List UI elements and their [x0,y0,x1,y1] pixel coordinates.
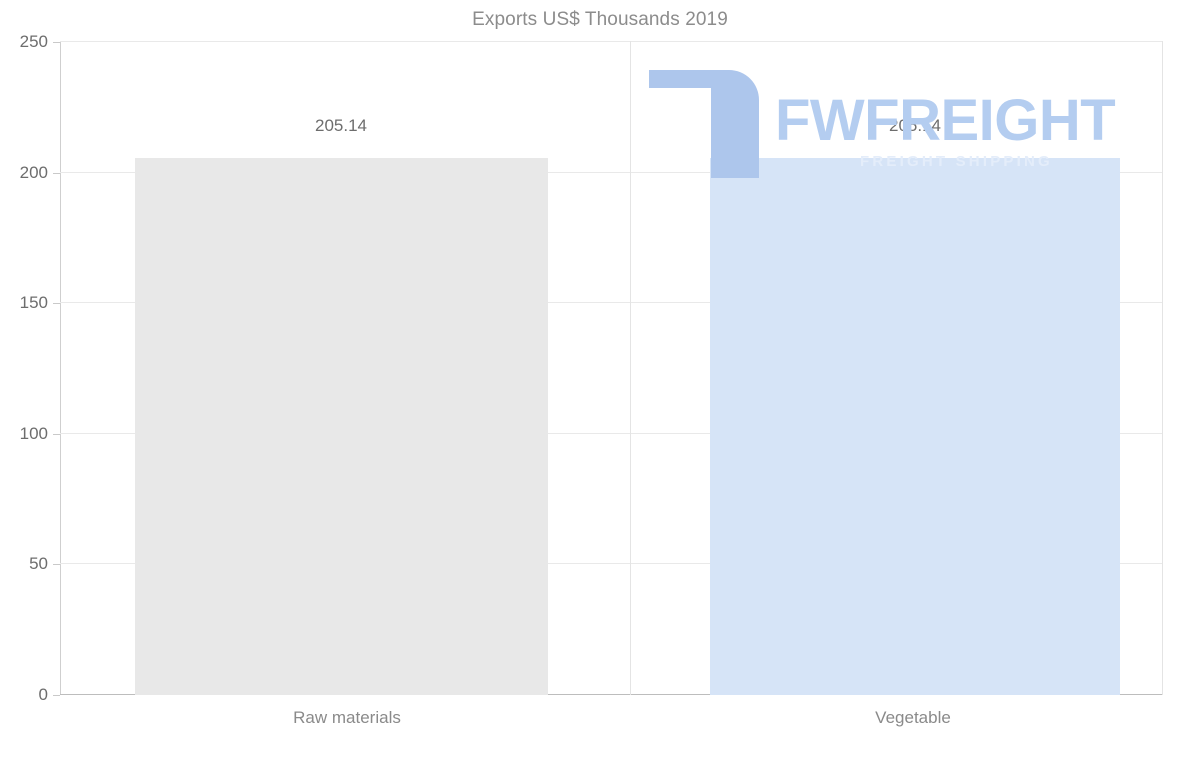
chart-title: Exports US$ Thousands 2019 [472,9,728,30]
y-axis-tick-label-0: 0 [38,685,48,704]
bar-raw-materials[interactable] [135,158,548,695]
bar-value-label-raw-materials: 205.14 [315,116,367,135]
y-axis-tick-label-150: 150 [19,293,48,312]
y-axis-tick-mark-200 [53,173,60,174]
y-axis-tick-label-200: 200 [19,163,48,182]
y-axis-tick-label-250: 250 [19,32,48,51]
plot-area: 205.14 205.14 [60,41,1163,695]
y-axis-tick-mark-50 [53,564,60,565]
y-axis-tick-label-50: 50 [29,554,48,573]
x-axis-tick-label-raw-materials: Raw materials [293,708,401,727]
gridline-y-100 [60,433,1163,434]
gridline-y-150 [60,302,1163,303]
y-axis-tick-mark-0 [53,695,60,696]
gridline-y-250 [60,41,1163,42]
bar-vegetable[interactable] [710,158,1120,695]
y-axis-line [60,41,61,695]
gridline-x-category-separator [630,41,631,695]
bar-value-label-vegetable: 205.14 [889,116,941,135]
y-axis-tick-mark-150 [53,303,60,304]
gridline-y-50 [60,563,1163,564]
gridline-x-right-edge [1162,41,1163,695]
x-axis-tick-label-vegetable: Vegetable [875,708,951,727]
y-axis-tick-mark-250 [53,42,60,43]
gridline-y-0 [60,694,1163,695]
y-axis-tick-mark-100 [53,434,60,435]
y-axis-tick-label-100: 100 [19,424,48,443]
gridline-y-200 [60,172,1163,173]
